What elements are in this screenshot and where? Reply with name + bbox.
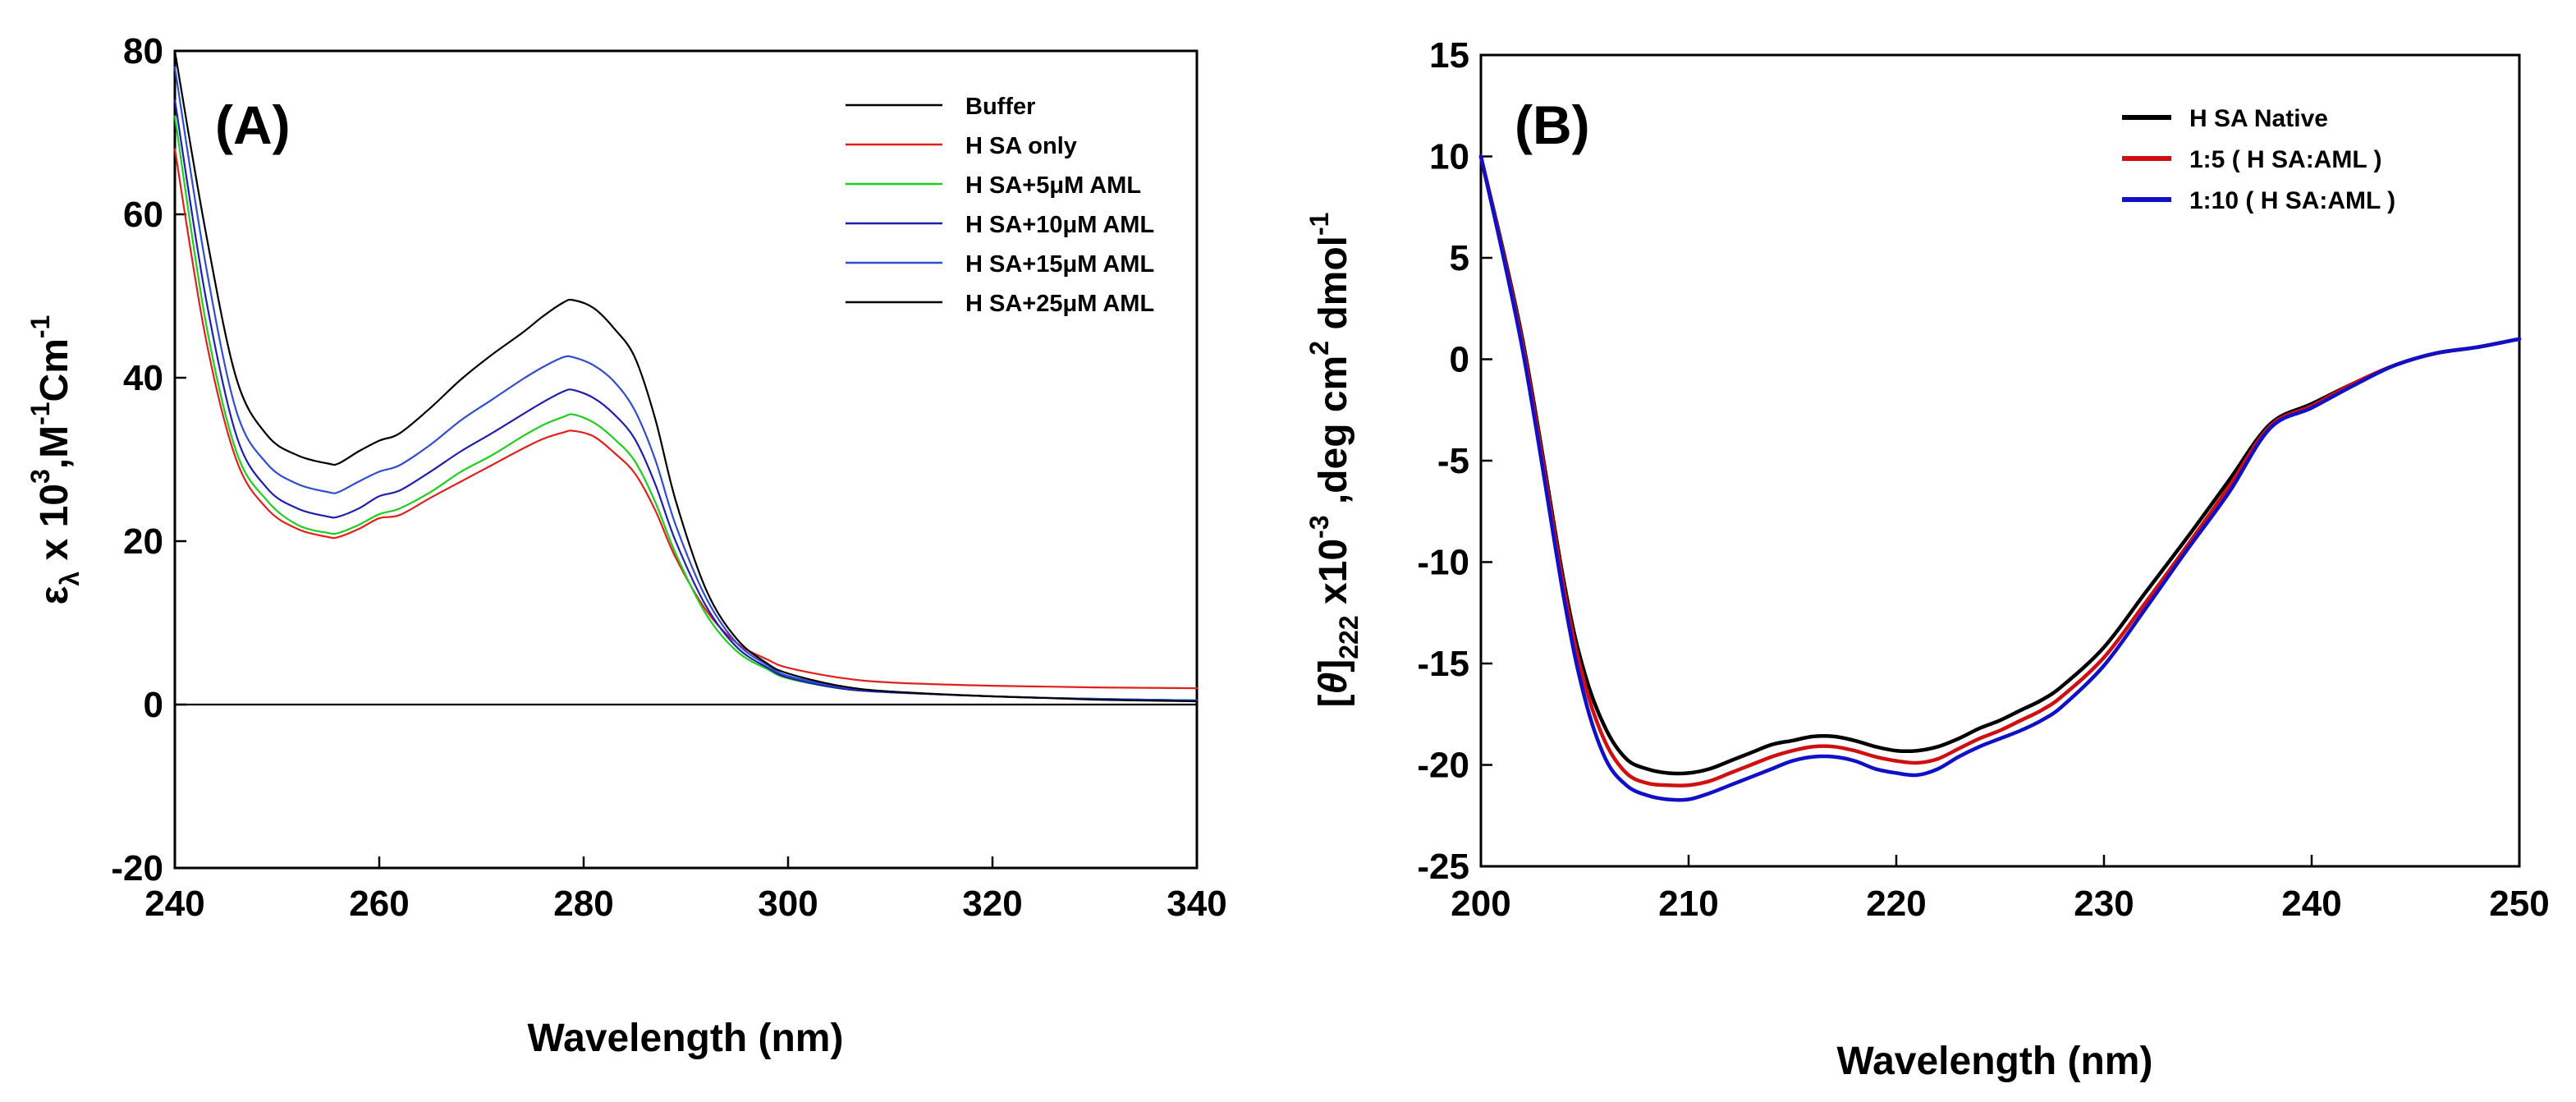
panel-a-series-hsa-25-m-aml [173,49,1199,703]
panel-b-y-tick-label-10: 10 [1429,137,1469,177]
panel-b-x-tick-label-210: 210 [1658,884,1718,924]
panel-b-legend-label-hsa-native: H SA Native [2189,105,2328,132]
panel-a-y-tick-label-40: 40 [123,358,163,398]
panel-b-ylabel-sup3: -1 [1304,213,1334,236]
panel-a-y-axis-label: ελ x 103,M-1Cm-1 [25,315,85,605]
panel-b-ylabel-sub: 222 [1334,615,1364,659]
panel-a-ylabel-sup2: -1 [25,402,55,425]
panel-b-ylabel-sup2: 2 [1304,341,1334,356]
panel-b-chart: 200 210 220 230 240 250 15 10 5 0 -5 -10 -15 -20 -25 (… [1304,35,2550,1083]
panel-a-x-tick-label-300: 300 [758,884,818,924]
panel-b-ylabel-mid: x10 [1312,539,1355,615]
panel-a-x-tick-label-260: 260 [349,884,409,924]
panel-b-ylabel-bracket-close: ] [1312,659,1355,673]
panel-a-ylabel-symbol: ε [33,585,76,604]
panel-a-series-hsa-only [173,148,1199,690]
panel-b-legend-label-1-5-hsa-aml: 1:5 ( H SA:AML ) [2189,146,2381,173]
panel-a-legend-label-hsa-only: H SA only [965,133,1077,159]
panel-a-legend-label-hsa-5-m-aml: H SA+5μM AML [965,172,1141,199]
panel-a-ylabel-symbol-sub: λ [55,572,85,586]
panel-a-y-tick-label-0: 0 [144,685,163,725]
panel-b-ylabel-theta: θ [1312,673,1355,695]
panel-a-plot-frame [173,49,1199,870]
panel-a-x-tick-label-280: 280 [553,884,613,924]
panel-a-y-tick-label-neg20: -20 [111,848,163,888]
panel-b-series-1-5-hsa-aml [1478,154,2522,787]
panel-b-ylabel-post: ,deg cm [1312,356,1355,516]
panel-b-x-tick-label-240: 240 [2281,884,2341,924]
panel-a-series-hsa-5-m-aml [173,115,1199,702]
panel-a-tag: (A) [215,94,291,155]
panel-b-legend: H SA Native 1:5 ( H SA:AML ) 1:10 ( H SA:A… [2122,105,2395,214]
panel-b-ticks: 200 210 220 230 240 250 15 10 5 0 -5 -10 -15 -20 -25 [1417,35,2549,924]
panel-b-y-tick-label-neg15: -15 [1417,644,1469,684]
panel-b-series-hsa-native [1478,154,2522,776]
panel-a-x-tick-label-240: 240 [144,884,204,924]
panel-b-series-group [1478,154,2522,802]
panel-a-ylabel-sup1: 3 [25,469,55,484]
panel-a-y-tick-label-20: 20 [123,521,163,562]
panel-b-ylabel-sup1: -3 [1304,515,1334,538]
panel-b-tag: (B) [1515,94,1590,155]
panel-b-ylabel-post2: dmol [1312,236,1355,341]
panel-a-ylabel-post: Cm [33,338,76,402]
panel-b-y-tick-label-neg5: -5 [1437,441,1469,481]
panel-a-ylabel-sup3: -1 [25,315,55,338]
panel-b-y-tick-label-neg20: -20 [1417,746,1469,786]
panel-b-x-tick-label-250: 250 [2489,884,2549,924]
panel-a-chart: 240 260 280 300 320 340 -20 0 20 40 60 80 (A) Buffe… [25,31,1227,1060]
panel-b-legend-label-1-10-hsa-aml: 1:10 ( H SA:AML ) [2189,187,2395,214]
panel-b-x-tick-label-220: 220 [1866,884,1926,924]
panel-b-plot-frame [1479,53,2521,868]
panel-b-x-tick-label-230: 230 [2074,884,2134,924]
panel-a-legend-label-hsa-15-m-aml: H SA+15μM AML [965,251,1154,278]
panel-a-series-hsa-15-m-aml [173,66,1199,702]
panel-b-y-tick-label-neg25: -25 [1417,847,1469,887]
panel-b-y-tick-label-5: 5 [1450,238,1469,278]
panel-a-legend-label-buffer: Buffer [965,94,1035,120]
panel-b-x-axis-label: Wavelength (nm) [1837,1040,2153,1083]
panel-b-series-1-10-hsa-aml [1478,154,2522,802]
panel-b-x-tick-label-200: 200 [1451,884,1510,924]
panel-a-ticks: 240 260 280 300 320 340 -20 0 20 40 60 80 [111,31,1226,924]
panel-a-legend-label-hsa-10-m-aml: H SA+10μM AML [965,212,1154,238]
panel-a-x-tick-label-340: 340 [1167,884,1226,924]
panel-b-ylabel-bracket-open: [ [1312,694,1355,707]
panel-a-y-tick-label-60: 60 [123,195,163,235]
panel-a-y-tick-label-80: 80 [123,31,163,71]
panel-a-x-axis-label: Wavelength (nm) [528,1017,844,1060]
panel-a-legend-label-hsa-25-m-aml: H SA+25μM AML [965,291,1154,317]
panel-a-ylabel-mid: ,M [33,425,76,469]
panel-a-series-group [173,49,1199,706]
panel-b-y-tick-label-0: 0 [1450,340,1469,380]
panel-b-y-tick-label-15: 15 [1429,35,1469,76]
panel-b-y-tick-label-neg10: -10 [1417,543,1469,583]
panel-a-series-hsa-10-m-aml [173,99,1199,702]
panel-a-ylabel-pre: x 10 [33,484,76,572]
panel-a-legend: Buffer H SA only H SA+5μM AML H SA+10μM AML… [846,94,1154,317]
panel-b-y-axis-label: [θ]222 x10-3 ,deg cm2 dmol-1 [1304,213,1364,708]
panel-a-x-tick-label-320: 320 [962,884,1022,924]
